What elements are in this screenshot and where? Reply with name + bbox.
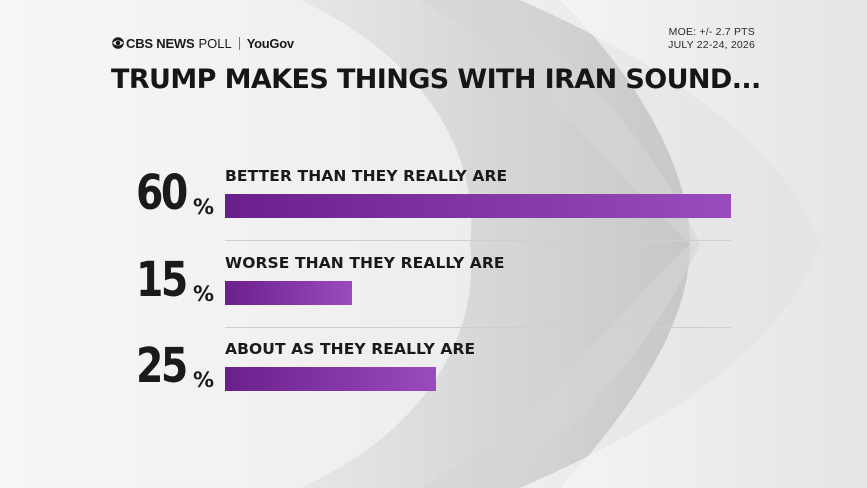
cbs-eye-logo-icon: [112, 37, 124, 49]
category-label: WORSE THAN THEY REALLY ARE: [225, 254, 505, 272]
value-label: 15%: [136, 252, 214, 308]
poll-dates: JULY 22-24, 2026: [668, 39, 755, 51]
value-label: 60%: [136, 165, 214, 221]
brand-lockup: CBS NEWS POLL YouGov: [112, 34, 294, 52]
value-number: 60: [136, 165, 188, 221]
margin-of-error: MOE: +/- 2.7 PTS: [668, 26, 755, 38]
percent-sign: %: [193, 282, 214, 306]
value-number: 15: [136, 252, 188, 308]
row-divider: [225, 327, 731, 328]
row-divider: [225, 240, 731, 241]
brand-poll: POLL: [198, 35, 232, 51]
brand-divider: [238, 36, 240, 50]
poll-meta: MOE: +/- 2.7 PTS JULY 22-24, 2026: [668, 26, 755, 52]
value-label: 25%: [136, 338, 214, 394]
value-number: 25: [136, 338, 188, 394]
category-label: ABOUT AS THEY REALLY ARE: [225, 340, 476, 358]
bar: [225, 281, 352, 305]
bar: [225, 367, 436, 391]
bar: [225, 194, 731, 218]
percent-sign: %: [193, 195, 214, 219]
percent-sign: %: [193, 368, 214, 392]
chart-title: TRUMP MAKES THINGS WITH IRAN SOUND...: [111, 64, 761, 95]
category-label: BETTER THAN THEY REALLY ARE: [225, 167, 508, 185]
brand-yougov: YouGov: [246, 35, 294, 51]
brand-cbs-news: CBS NEWS: [126, 35, 195, 51]
